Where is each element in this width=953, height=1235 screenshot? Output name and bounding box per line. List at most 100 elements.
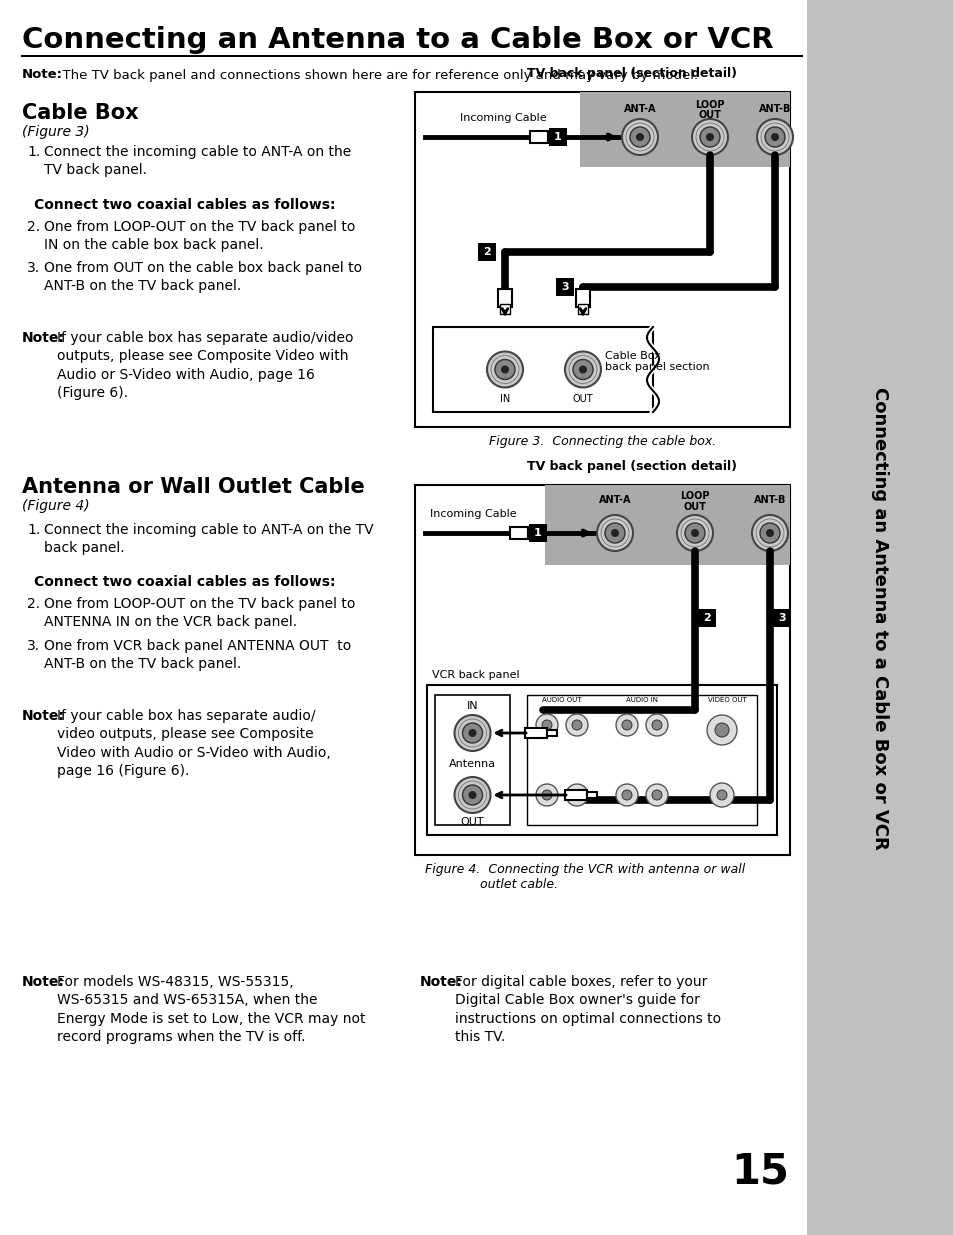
Bar bbox=[526, 695, 757, 825]
Bar bbox=[415, 485, 789, 855]
Circle shape bbox=[564, 352, 600, 388]
Text: IN: IN bbox=[499, 394, 510, 404]
Text: 2.: 2. bbox=[27, 597, 40, 611]
Text: Note:: Note: bbox=[22, 709, 65, 722]
Circle shape bbox=[691, 119, 727, 156]
Bar bbox=[578, 304, 587, 314]
Circle shape bbox=[616, 784, 638, 806]
Circle shape bbox=[684, 522, 704, 543]
Circle shape bbox=[462, 785, 482, 805]
Bar bbox=[415, 91, 789, 427]
Circle shape bbox=[454, 715, 490, 751]
Text: Note:: Note: bbox=[419, 974, 462, 989]
Bar bbox=[772, 609, 790, 627]
Text: For models WS-48315, WS-55315,
WS-65315 and WS-65315A, when the
Energy Mode is s: For models WS-48315, WS-55315, WS-65315 … bbox=[57, 974, 365, 1045]
Text: Incoming Cable: Incoming Cable bbox=[430, 509, 517, 519]
Text: Connect two coaxial cables as follows:: Connect two coaxial cables as follows: bbox=[34, 198, 335, 212]
Bar bbox=[499, 304, 510, 314]
Circle shape bbox=[629, 127, 649, 147]
Circle shape bbox=[645, 714, 667, 736]
Circle shape bbox=[486, 352, 522, 388]
Circle shape bbox=[536, 784, 558, 806]
Circle shape bbox=[690, 529, 699, 537]
Text: AUDIO IN: AUDIO IN bbox=[625, 697, 658, 703]
Circle shape bbox=[714, 722, 728, 737]
Text: The TV back panel and connections shown here are for reference only and may vary: The TV back panel and connections shown … bbox=[54, 68, 698, 82]
Bar bbox=[435, 695, 510, 825]
Bar bbox=[698, 609, 716, 627]
Circle shape bbox=[573, 359, 593, 379]
Circle shape bbox=[495, 359, 515, 379]
Circle shape bbox=[705, 133, 713, 141]
Text: 2.: 2. bbox=[27, 220, 40, 233]
Text: Cable Box: Cable Box bbox=[22, 103, 138, 124]
Bar bbox=[547, 133, 558, 141]
Circle shape bbox=[651, 720, 661, 730]
Circle shape bbox=[764, 127, 784, 147]
Text: Note:: Note: bbox=[22, 331, 65, 345]
Text: 15: 15 bbox=[730, 1151, 788, 1193]
Text: OUT: OUT bbox=[460, 818, 484, 827]
Text: Note:: Note: bbox=[22, 974, 65, 989]
Text: ANT-A: ANT-A bbox=[598, 495, 631, 505]
Bar bbox=[530, 131, 547, 143]
Text: Connect two coaxial cables as follows:: Connect two coaxial cables as follows: bbox=[34, 576, 335, 589]
Text: VIDEO OUT: VIDEO OUT bbox=[707, 697, 745, 703]
Circle shape bbox=[645, 784, 667, 806]
Text: AUDIO OUT: AUDIO OUT bbox=[541, 697, 581, 703]
Text: Incoming Cable: Incoming Cable bbox=[459, 112, 546, 124]
Circle shape bbox=[651, 790, 661, 800]
Bar bbox=[529, 524, 546, 542]
Text: 2: 2 bbox=[702, 613, 710, 622]
Bar bbox=[586, 792, 597, 798]
Text: 3: 3 bbox=[560, 282, 568, 291]
Circle shape bbox=[610, 529, 618, 537]
Text: ANT-A: ANT-A bbox=[623, 104, 656, 114]
Text: Antenna or Wall Outlet Cable: Antenna or Wall Outlet Cable bbox=[22, 477, 364, 496]
Circle shape bbox=[621, 790, 631, 800]
Circle shape bbox=[706, 715, 737, 745]
Text: OUT: OUT bbox=[683, 501, 706, 513]
Circle shape bbox=[709, 783, 733, 806]
Circle shape bbox=[765, 529, 773, 537]
Text: TV back panel (section detail): TV back panel (section detail) bbox=[527, 459, 737, 473]
Text: OUT: OUT bbox=[698, 110, 720, 120]
Bar bbox=[510, 527, 527, 538]
Text: If your cable box has separate audio/video
outputs, please see Composite Video w: If your cable box has separate audio/vid… bbox=[57, 331, 354, 400]
Circle shape bbox=[541, 790, 552, 800]
Circle shape bbox=[770, 133, 779, 141]
Bar bbox=[579, 91, 789, 167]
Circle shape bbox=[751, 515, 787, 551]
Text: Cable Box
back panel section: Cable Box back panel section bbox=[604, 351, 709, 372]
Bar bbox=[546, 730, 557, 736]
Text: For digital cable boxes, refer to your
Digital Cable Box owner's guide for
instr: For digital cable boxes, refer to your D… bbox=[455, 974, 720, 1045]
Circle shape bbox=[757, 119, 792, 156]
Circle shape bbox=[572, 720, 581, 730]
Circle shape bbox=[468, 729, 476, 737]
Text: (Figure 3): (Figure 3) bbox=[22, 125, 90, 140]
Text: 3.: 3. bbox=[27, 261, 40, 275]
Text: 1.: 1. bbox=[27, 144, 40, 159]
Bar bbox=[544, 485, 789, 564]
Bar bbox=[524, 727, 546, 739]
Circle shape bbox=[536, 714, 558, 736]
Circle shape bbox=[621, 720, 631, 730]
Text: 2: 2 bbox=[482, 247, 491, 257]
Text: Connecting an Antenna to a Cable Box or VCR: Connecting an Antenna to a Cable Box or … bbox=[22, 26, 773, 54]
Text: OUT: OUT bbox=[572, 394, 593, 404]
Bar bbox=[477, 243, 496, 261]
Circle shape bbox=[677, 515, 712, 551]
Text: 1.: 1. bbox=[27, 522, 40, 537]
Text: IN: IN bbox=[466, 701, 477, 711]
Text: One from VCR back panel ANTENNA OUT  to
ANT-B on the TV back panel.: One from VCR back panel ANTENNA OUT to A… bbox=[44, 638, 351, 672]
Text: One from LOOP-OUT on the TV back panel to
IN on the cable box back panel.: One from LOOP-OUT on the TV back panel t… bbox=[44, 220, 355, 252]
Circle shape bbox=[565, 714, 587, 736]
Text: LOOP: LOOP bbox=[695, 100, 724, 110]
Bar bbox=[806, 0, 953, 1235]
Bar bbox=[433, 327, 652, 412]
Circle shape bbox=[717, 790, 726, 800]
Circle shape bbox=[454, 777, 490, 813]
Text: Connecting an Antenna to a Cable Box or VCR: Connecting an Antenna to a Cable Box or … bbox=[871, 387, 888, 850]
Text: (Figure 4): (Figure 4) bbox=[22, 499, 90, 513]
Circle shape bbox=[565, 784, 587, 806]
